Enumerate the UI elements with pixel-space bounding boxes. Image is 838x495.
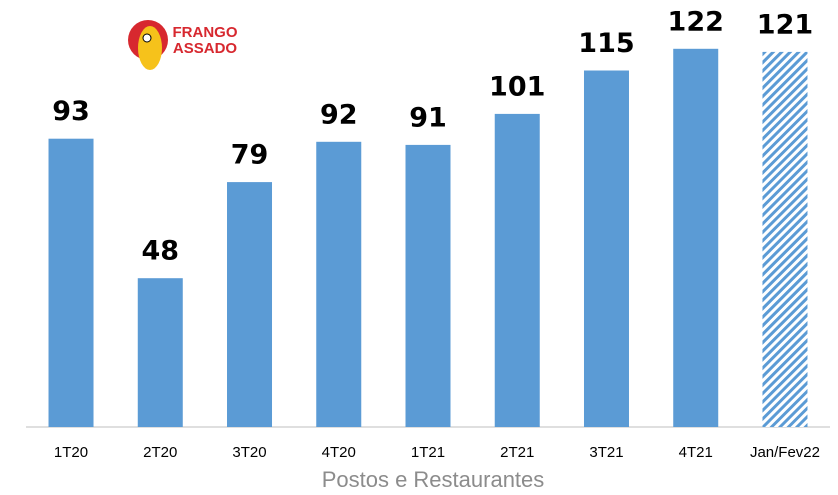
x-tick-label: Jan/Fev22 [750,444,820,461]
x-tick-label: 2T20 [143,444,177,461]
bar [48,138,94,427]
value-label: 101 [489,71,545,102]
value-label: 122 [668,6,724,37]
value-label: 115 [578,28,634,59]
x-tick-label: 1T20 [54,444,88,461]
value-label: 92 [320,99,358,130]
bar [227,182,273,427]
x-axis-title: Postos e Restaurantes [322,467,545,492]
bar [762,51,808,428]
x-tick-label: 2T21 [500,444,534,461]
x-tick-label: 3T20 [232,444,266,461]
value-label: 93 [52,96,90,127]
x-tick-label: 4T20 [322,444,356,461]
bar [673,48,719,428]
bar [494,113,540,428]
bar [583,70,629,427]
logo: FRANGO ASSADO [122,10,242,76]
value-label: 79 [231,140,269,171]
x-tick-label: 3T21 [589,444,623,461]
value-label: 48 [141,236,179,267]
bar [137,278,183,427]
logo-text: ASSADO [173,40,238,57]
value-label: 121 [757,9,813,40]
bar [405,144,451,427]
x-tick-label: 1T21 [411,444,445,461]
logo-text: FRANGO [173,24,238,41]
bar [316,141,362,428]
logo-eye [142,33,152,43]
value-label: 91 [409,102,447,133]
x-tick-label: 4T21 [679,444,713,461]
logo-chicken [138,26,162,70]
